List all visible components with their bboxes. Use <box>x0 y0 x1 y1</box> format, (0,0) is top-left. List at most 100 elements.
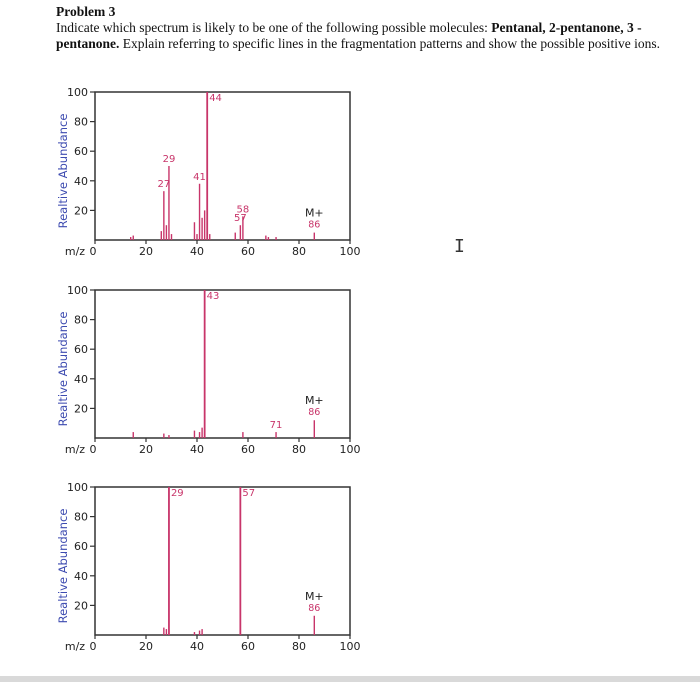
x-tick-label: 20 <box>139 443 153 456</box>
problem-text: Indicate which spectrum is likely to be … <box>56 20 492 35</box>
y-tick-label: 100 <box>67 86 88 99</box>
molecular-ion-label: M+ <box>305 207 324 220</box>
spectrum-1: 100 80 60 40 20 Realtive Abundance 0 20 40 60 80 10… <box>0 80 700 265</box>
x-tick-label: 60 <box>241 640 255 653</box>
y-tick-label: 80 <box>74 511 88 524</box>
x-tick-label: 0 <box>90 640 97 653</box>
peak-bar <box>242 432 244 438</box>
peak-bar <box>168 435 170 438</box>
spectrum-2: 100 80 60 40 20 Realtive Abundance 0 20 40 60 80 10… <box>0 278 700 463</box>
y-tick-label: 100 <box>67 481 88 494</box>
x-tick-label: 100 <box>340 640 361 653</box>
peak-label: 43 <box>207 291 220 302</box>
x-axis-title: m/z <box>65 443 85 456</box>
peak-bar <box>165 225 168 240</box>
x-tick-label: 100 <box>340 443 361 456</box>
peak-label: 27 <box>157 179 170 190</box>
peak-label: 29 <box>163 154 176 165</box>
peak-bar <box>132 235 134 240</box>
peak-bar <box>196 234 198 240</box>
peak-bar <box>165 629 168 635</box>
molecular-ion-label: M+ <box>305 590 324 603</box>
y-tick-label: 20 <box>74 402 88 415</box>
molecular-ion-label: M+ <box>305 394 324 407</box>
peak-bar <box>234 232 236 240</box>
peak-bar <box>170 234 173 240</box>
x-tick-label: 100 <box>340 245 361 258</box>
y-tick-label: 20 <box>74 204 88 217</box>
y-tick-label: 40 <box>74 175 88 188</box>
peak-bar <box>201 629 203 635</box>
peak-bar <box>193 222 196 240</box>
y-tick-label: 40 <box>74 373 88 386</box>
peak-bar <box>313 420 315 438</box>
peak-bar <box>198 630 201 635</box>
peak-bar <box>206 92 209 240</box>
molecular-ion-mass: 86 <box>308 603 320 614</box>
peak-bar <box>239 487 242 635</box>
peak-bar <box>132 432 134 438</box>
y-tick-label: 60 <box>74 540 88 553</box>
y-tick-label: 20 <box>74 599 88 612</box>
y-axis-title: Realtive Abundance <box>56 509 70 624</box>
x-tick-label: 40 <box>190 245 204 258</box>
peak-bar <box>242 216 244 240</box>
peak-label: 44 <box>209 93 222 104</box>
molecule-list: Pentanal, 2-pentanone, 3 -pentanone. <box>56 20 642 51</box>
peak-bar <box>130 237 132 240</box>
peak-bar <box>265 235 267 240</box>
peak-bar <box>203 290 206 438</box>
x-tick-label: 20 <box>139 245 153 258</box>
x-tick-label: 0 <box>90 245 97 258</box>
x-axis-title: m/z <box>65 245 85 258</box>
y-tick-label: 80 <box>74 116 88 129</box>
text-cursor-icon: I <box>454 236 465 257</box>
molecular-ion-mass: 86 <box>308 407 320 418</box>
peak-bar <box>313 232 315 240</box>
plot-frame <box>94 486 351 636</box>
x-tick-label: 60 <box>241 443 255 456</box>
x-tick-label: 60 <box>241 245 255 258</box>
peak-bar <box>160 231 162 240</box>
peak-label: 41 <box>193 172 206 183</box>
y-tick-label: 60 <box>74 145 88 158</box>
y-tick-label: 60 <box>74 343 88 356</box>
y-axis-title: Realtive Abundance <box>56 114 70 229</box>
spectrum-1-chart: 100 80 60 40 20 Realtive Abundance 0 20 40 60 80 10… <box>56 86 361 258</box>
x-tick-label: 80 <box>292 245 306 258</box>
peak-bar <box>201 217 203 240</box>
molecular-ion-mass: 86 <box>308 220 320 231</box>
peak-bar <box>168 487 170 635</box>
y-tick-label: 40 <box>74 570 88 583</box>
y-axis-title: Realtive Abundance <box>56 312 70 427</box>
plot-frame <box>94 289 351 439</box>
x-tick-label: 80 <box>292 443 306 456</box>
peak-bar <box>198 432 201 438</box>
x-tick-label: 20 <box>139 640 153 653</box>
peak-label: 57 <box>242 488 255 499</box>
peak-bar <box>267 237 270 240</box>
peak-label: 29 <box>171 488 184 499</box>
peak-bar <box>203 210 206 240</box>
peak-bar <box>239 225 242 240</box>
peak-bar <box>198 183 201 240</box>
y-tick-label: 80 <box>74 314 88 327</box>
spectrum-3-chart: 100 80 60 40 20 Realtive Abundance 0 20 40 60 80 10… <box>56 481 361 653</box>
x-tick-label: 80 <box>292 640 306 653</box>
peak-bar <box>163 191 165 240</box>
x-tick-label: 40 <box>190 443 204 456</box>
spectrum-2-chart: 100 80 60 40 20 Realtive Abundance 0 20 40 60 80 10… <box>56 284 361 456</box>
x-axis-title: m/z <box>65 640 85 653</box>
peak-bar <box>193 632 196 635</box>
peak-bar <box>201 427 203 438</box>
problem-title: Problem 3 <box>56 4 116 19</box>
x-tick-label: 40 <box>190 640 204 653</box>
peak-bar <box>275 432 277 438</box>
plot-frame <box>94 91 351 241</box>
problem-instructions: Explain referring to specific lines in t… <box>119 36 661 51</box>
peak-bar <box>193 430 196 438</box>
peak-bar <box>163 433 165 438</box>
peak-bar <box>163 627 165 635</box>
problem-statement: Problem 3 Indicate which spectrum is lik… <box>56 4 676 52</box>
peak-bar <box>275 237 277 240</box>
